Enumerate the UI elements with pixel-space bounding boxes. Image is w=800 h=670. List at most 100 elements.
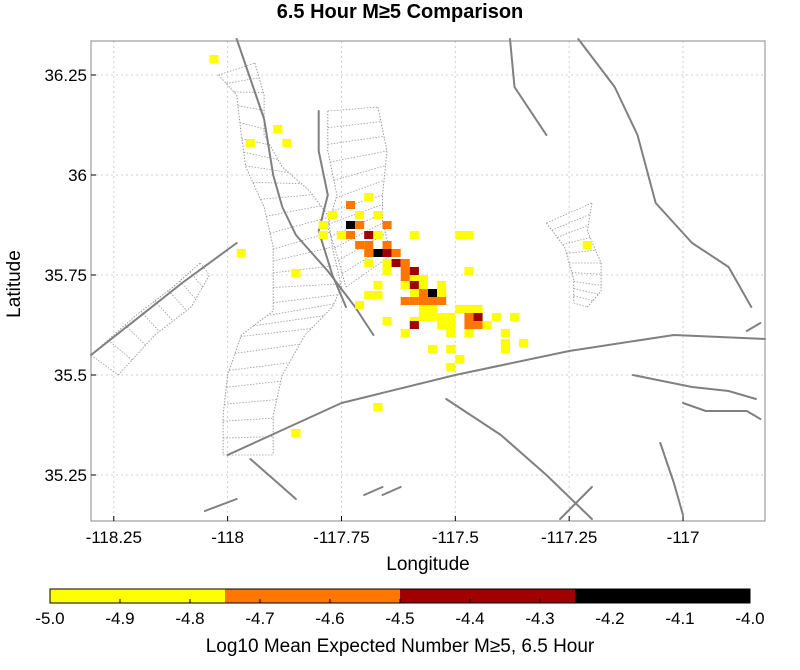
- colorbar-tick-label: -4.2: [595, 609, 624, 628]
- fault-trace: [559, 486, 593, 520]
- forecast-cell: [418, 281, 428, 289]
- fault-trace: [317, 110, 347, 308]
- fault-segment-rung: [328, 203, 383, 225]
- colorbar-tick-label: -4.6: [315, 609, 344, 628]
- forecast-cell: [418, 297, 428, 305]
- y-tick-label: 35.5: [54, 366, 87, 385]
- colorbar-ticks: -5.0 -4.9 -4.8 -4.7 -4.6 -4.5 -4.4 -4.3 -4.2 -4.1…: [35, 599, 765, 628]
- forecast-cell: [400, 281, 410, 289]
- forecast-cell: [409, 281, 419, 289]
- forecast-cell: [346, 201, 356, 209]
- forecast-cell: [455, 231, 465, 239]
- forecast-cell: [482, 321, 492, 329]
- x-tick-label: -117.75: [313, 528, 369, 547]
- forecast-cell: [464, 313, 474, 321]
- forecast-cell: [382, 241, 392, 249]
- fault-trace: [381, 486, 402, 496]
- forecast-cell: [318, 231, 328, 239]
- fault-segment-rung: [223, 436, 274, 439]
- forecast-cell: [446, 313, 456, 321]
- fault-segment-rung: [273, 294, 339, 304]
- fault-segment-rung: [218, 62, 256, 76]
- forecast-cell: [355, 241, 365, 249]
- fault-segment-rung: [571, 272, 602, 275]
- forecast-cell: [273, 125, 283, 133]
- fault-trace: [90, 242, 238, 356]
- fault-segment-rung: [273, 283, 341, 288]
- fault-trace: [226, 334, 766, 456]
- forecast-cell: [464, 231, 474, 239]
- fault-trace: [631, 374, 757, 400]
- colorbar-tick-label: -4.4: [455, 609, 484, 628]
- fault-segment-rung: [573, 302, 588, 308]
- forecast-cell: [373, 249, 383, 257]
- y-axis-ticks: 35.25 35.5 35.75 36 36.25: [44, 66, 96, 485]
- forecast-cell: [391, 259, 401, 267]
- colorbar-band: [50, 589, 225, 603]
- colorbar-band: [400, 589, 575, 603]
- x-tick-label: -117.5: [432, 528, 479, 547]
- fault-segment-rung: [226, 77, 260, 84]
- forecast-cell: [418, 275, 428, 283]
- forecast-cell: [464, 329, 474, 337]
- forecast-cell: [409, 275, 419, 283]
- forecast-cell: [355, 221, 365, 229]
- fault-segment-rung: [233, 91, 264, 93]
- forecast-cell: [291, 269, 301, 277]
- forecast-cell: [373, 403, 383, 411]
- forecast-cell: [510, 313, 520, 321]
- forecast-cell: [437, 289, 447, 297]
- forecast-cell: [409, 267, 419, 275]
- forecast-cell: [382, 259, 392, 267]
- forecast-cell: [400, 329, 410, 337]
- fault-segment-rung: [273, 246, 333, 262]
- colorbar-tick-label: -4.5: [385, 609, 414, 628]
- colorbar-tick-label: -4.3: [525, 609, 554, 628]
- forecast-cell: [355, 211, 365, 219]
- colorbar-band: [225, 589, 400, 603]
- fault-segment-rung: [551, 213, 591, 231]
- fault-segment-rung: [266, 303, 334, 317]
- fault-segment-rung: [234, 343, 300, 354]
- y-tick-label: 36: [68, 166, 87, 185]
- colorbar-band: [575, 589, 750, 603]
- forecast-cell: [364, 291, 374, 299]
- fault-system-edge: [327, 111, 347, 288]
- forecast-cell: [437, 321, 447, 329]
- fault-segment-rung: [266, 205, 321, 217]
- forecast-cell: [382, 249, 392, 257]
- forecast-cell: [364, 241, 374, 249]
- fault-trace: [682, 402, 762, 420]
- forecast-cell: [464, 267, 474, 275]
- forecast-cell: [400, 267, 410, 275]
- forecast-cell: [446, 363, 456, 371]
- forecast-cell: [500, 345, 510, 353]
- forecast-cell: [291, 429, 301, 437]
- x-tick-label: -118.25: [86, 528, 142, 547]
- fault-trace: [659, 442, 684, 516]
- forecast-cell: [382, 317, 392, 325]
- fault-segment-rung: [327, 135, 385, 145]
- x-axis-ticks: -118.25 -118 -117.75 -117.5 -117.25 -117: [86, 516, 699, 547]
- x-axis-label: Longitude: [386, 554, 469, 575]
- forecast-cell: [428, 305, 438, 313]
- forecast-cell: [346, 221, 356, 229]
- forecast-cell: [373, 281, 383, 289]
- fault-segment-rung: [229, 362, 290, 371]
- forecast-cell: [437, 297, 447, 305]
- forecast-cell: [500, 339, 510, 347]
- forecast-cell: [382, 267, 392, 275]
- forecast-cell: [336, 231, 346, 239]
- forecast-cell: [400, 297, 410, 305]
- forecast-cell: [364, 249, 374, 257]
- forecast-cell: [446, 321, 456, 329]
- forecast-cell: [400, 259, 410, 267]
- forecast-cell: [455, 305, 465, 313]
- fault-segment-rung: [573, 295, 593, 301]
- fault-system-edge: [117, 274, 210, 376]
- y-tick-label: 36.25: [44, 66, 87, 85]
- forecast-cell: [500, 329, 510, 337]
- forecast-cell: [364, 231, 374, 239]
- y-tick-label: 35.25: [44, 466, 87, 485]
- colorbar: -5.0 -4.9 -4.8 -4.7 -4.6 -4.5 -4.4 -4.3 -4.2 -4.1…: [35, 588, 765, 657]
